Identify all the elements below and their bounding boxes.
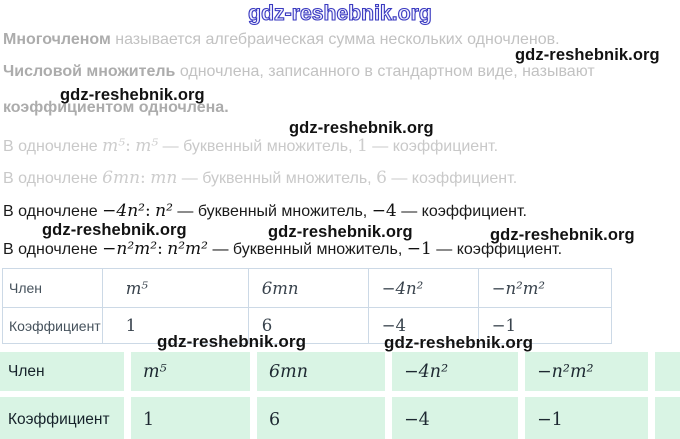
watermark: gdz-reshebnik.org <box>157 332 307 351</box>
row-header-coefficient: Коэффициент <box>2 307 103 344</box>
green-cell-term: m⁵ <box>131 352 250 391</box>
watermark: gdz-reshebnik.org <box>515 46 660 64</box>
definition-text: одночлена, записанного в стандартном вид… <box>179 63 595 80</box>
green-coefficients-table: Член m⁵ 6mn −4n² −n²m² Коэффициент 1 6 −… <box>0 352 680 439</box>
watermark: gdz-reshebnik.org <box>490 226 635 244</box>
green-cell-cutoff <box>655 397 680 439</box>
monomial-expression: −n²m² <box>102 239 158 259</box>
table-cell-coefficient: −1 <box>477 307 612 344</box>
term-polynomial: Многочленом <box>3 31 111 48</box>
row-header-term: Член <box>2 268 103 308</box>
monomial-expression: m⁵ <box>102 136 126 156</box>
green-row-header-coefficient: Коэффициент <box>0 397 124 439</box>
example-intro: В одночлене <box>3 138 98 155</box>
table-row-terms: Член m⁵ 6mn −4n² −n²m² <box>2 268 612 308</box>
example-mid: — буквенный множитель, <box>162 138 353 155</box>
green-cell-term: −n²m² <box>525 352 648 391</box>
coefficient-value: −4 <box>371 201 397 221</box>
table-cell-coefficient: −4 <box>367 307 479 344</box>
example-mid: — буквенный множитель, <box>181 170 372 187</box>
example-intro: В одночлене <box>3 170 98 187</box>
term-numeric-factor: Числовой множитель <box>3 63 176 80</box>
definition-coefficient-line2: коэффициентом одночлена. <box>3 99 229 117</box>
green-cell-coefficient: 1 <box>131 397 250 439</box>
example-intro: В одночлене <box>3 241 98 258</box>
letter-factor: m⁵ <box>135 136 159 156</box>
table-cell-term: −n²m² <box>477 268 612 308</box>
monomial-expression: 6mn <box>102 168 141 188</box>
green-cell-coefficient: −1 <box>525 397 648 439</box>
letter-factor: n² <box>155 201 173 221</box>
example-mid: — буквенный множитель, <box>177 203 368 220</box>
definition-text: называется алгебраическая сумма нескольк… <box>115 31 560 48</box>
watermark: gdz-reshebnik.org <box>268 223 413 241</box>
example-line-2: В одночлене 6mn: mn — буквенный множител… <box>3 168 517 188</box>
table-cell-term: 6mn <box>247 268 369 308</box>
watermark: gdz-reshebnik.org <box>60 86 205 104</box>
green-cell-term: 6mn <box>257 352 385 391</box>
term-coefficient: коэффициентом одночлена. <box>3 99 229 116</box>
colon: : <box>144 201 151 221</box>
example-tail: — коэффициент. <box>372 138 499 155</box>
coefficients-table: Член m⁵ 6mn −4n² −n²m² Коэффициент 1 6 −… <box>2 268 612 344</box>
table-cell-term: −4n² <box>367 268 479 308</box>
example-tail: — коэффициент. <box>391 170 518 187</box>
colon: : <box>157 239 163 259</box>
watermark: gdz-reshebnik.org <box>384 333 534 352</box>
green-cell-coefficient: 6 <box>257 397 385 439</box>
example-tail: — коэффициент. <box>436 241 563 258</box>
example-line-3: В одночлене −4n²: n² — буквенный множите… <box>3 201 527 221</box>
green-row-header-term: Член <box>0 352 124 391</box>
watermark: gdz-reshebnik.org <box>42 221 187 239</box>
example-tail: — коэффициент. <box>401 203 527 220</box>
letter-factor: n²m² <box>167 239 208 259</box>
green-cell-cutoff <box>655 352 680 391</box>
monomial-expression: −4n² <box>102 201 145 221</box>
table-cell-coefficient: 6 <box>247 307 369 344</box>
example-line-4: В одночлене −n²m²: n²m² — буквенный множ… <box>3 239 562 259</box>
definition-coefficient-line1: Числовой множитель одночлена, записанног… <box>3 63 595 81</box>
watermark: gdz-reshebnik.org <box>289 119 434 137</box>
coefficient-value: 6 <box>376 168 387 188</box>
green-cell-term: −4n² <box>392 352 518 391</box>
colon: : <box>125 136 131 156</box>
example-line-1: В одночлене m⁵: m⁵ — буквенный множитель… <box>3 136 498 156</box>
green-cell-coefficient: −4 <box>392 397 518 439</box>
watermark-top: gdz-reshebnik.org <box>248 1 433 25</box>
definition-polynomial: Многочленом называется алгебраическая су… <box>3 31 560 49</box>
letter-factor: mn <box>150 168 178 188</box>
coefficient-value: −1 <box>406 239 432 259</box>
table-cell-term: m⁵ <box>101 268 249 308</box>
table-row-coefficients: Коэффициент 1 6 −4 −1 <box>2 307 612 344</box>
example-mid: — буквенный множитель, <box>212 241 403 258</box>
coefficient-value: 1 <box>356 136 368 156</box>
example-intro: В одночлене <box>3 203 98 220</box>
colon: : <box>140 168 146 188</box>
